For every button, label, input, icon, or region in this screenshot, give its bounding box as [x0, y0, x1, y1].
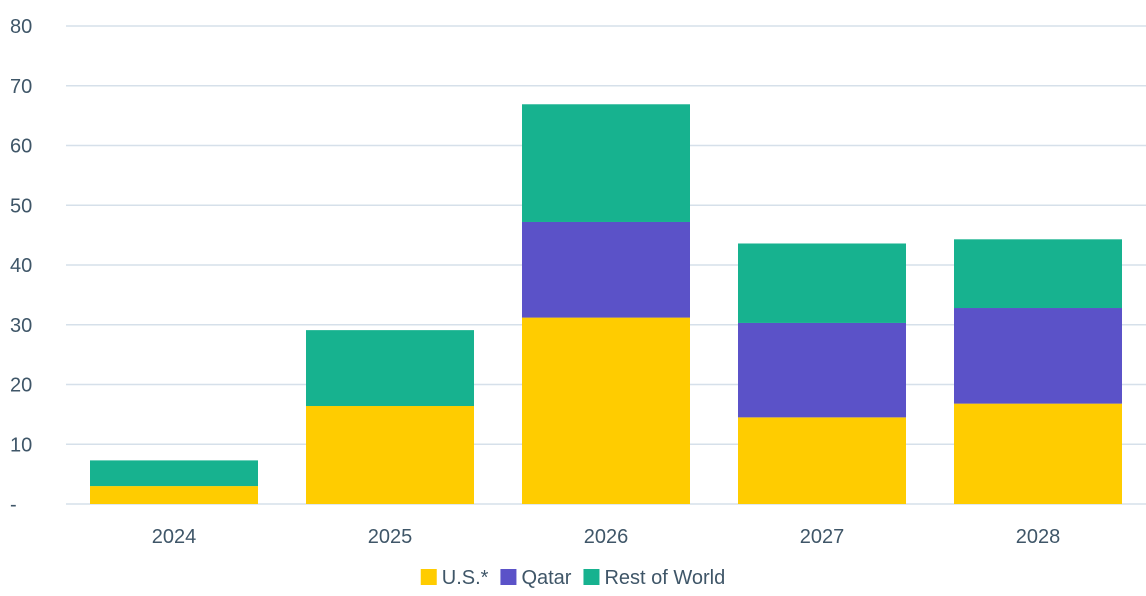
x-axis-ticks: 2024 2025 2026 2027 2028 — [152, 526, 1061, 548]
x-tick-label: 2026 — [584, 526, 629, 548]
legend-swatch — [420, 569, 437, 585]
bars — [90, 104, 1122, 504]
legend: U.S.* Qatar Rest of World — [420, 567, 725, 589]
bar-segment — [90, 460, 258, 487]
y-tick-label: 80 — [10, 16, 32, 38]
bar-segment — [306, 330, 474, 407]
y-tick-label: - — [10, 494, 17, 516]
bar-segment — [954, 239, 1122, 309]
legend-item: Qatar — [500, 567, 572, 589]
bar-segment — [954, 403, 1122, 504]
bar-segment — [738, 322, 906, 418]
bar-segment — [738, 417, 906, 504]
legend-item: U.S.* — [420, 567, 489, 589]
legend-label: U.S.* — [442, 567, 489, 589]
y-tick-label: 50 — [10, 195, 32, 217]
legend-item: Rest of World — [583, 567, 725, 589]
bar-segment — [522, 317, 690, 504]
bar-segment — [522, 221, 690, 318]
bar-segment — [954, 308, 1122, 404]
bar-segment — [522, 104, 690, 222]
y-tick-label: 60 — [10, 136, 32, 158]
bar-segment — [306, 406, 474, 504]
legend-label: Rest of World — [604, 567, 725, 589]
x-tick-label: 2028 — [1016, 526, 1061, 548]
legend-label: Qatar — [521, 567, 571, 589]
y-tick-label: 10 — [10, 434, 32, 456]
legend-swatch — [583, 569, 600, 585]
y-axis-ticks: - 10 20 30 40 50 60 70 80 — [10, 16, 32, 516]
legend-swatch — [500, 569, 517, 585]
bar-segment — [90, 486, 258, 504]
bar-segment — [738, 243, 906, 323]
y-tick-label: 20 — [10, 375, 32, 397]
x-tick-label: 2025 — [368, 526, 413, 548]
y-tick-label: 30 — [10, 315, 32, 337]
y-tick-label: 40 — [10, 255, 32, 277]
x-tick-label: 2024 — [152, 526, 197, 548]
x-tick-label: 2027 — [800, 526, 845, 548]
y-tick-label: 70 — [10, 76, 32, 98]
